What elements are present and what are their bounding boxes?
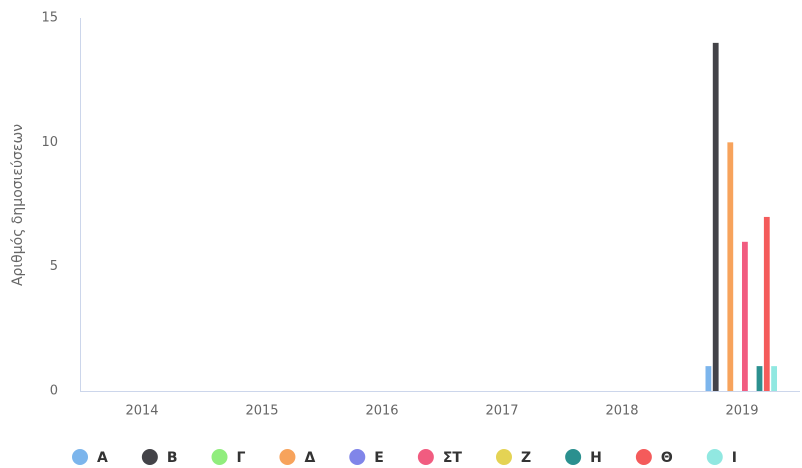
y-tick-label: 15 <box>41 11 58 26</box>
legend-marker <box>635 449 652 465</box>
legend-marker <box>417 449 434 465</box>
y-tick-label: 10 <box>41 135 58 150</box>
x-tick-label: 2014 <box>125 404 158 419</box>
legend-label: Β <box>167 450 178 466</box>
legend-marker <box>211 449 228 465</box>
bar <box>763 216 770 391</box>
legend-label: Η <box>590 450 602 466</box>
x-tick-label: 2016 <box>365 404 398 419</box>
legend-label: Γ <box>237 450 246 466</box>
y-axis-title: Αριθμός δημοσιεύσεων <box>10 124 26 286</box>
legend-label: Θ <box>661 450 673 466</box>
legend-label: Α <box>97 450 108 466</box>
legend-label: Ι <box>732 450 737 466</box>
x-tick-label: 2019 <box>725 404 758 419</box>
bar <box>705 366 712 391</box>
x-tick-label: 2018 <box>605 404 638 419</box>
legend-marker <box>495 449 512 465</box>
bar <box>727 142 734 391</box>
legend-label: Ε <box>374 450 384 466</box>
legend-marker <box>72 449 88 465</box>
legend-label: ΣΤ <box>443 450 463 466</box>
bar <box>771 366 777 391</box>
legend-marker <box>141 449 158 465</box>
legend-marker <box>565 449 582 465</box>
legend-label: Ζ <box>521 450 531 466</box>
legend-marker <box>706 449 723 465</box>
x-tick-label: 2015 <box>245 404 278 419</box>
y-tick-label: 5 <box>50 259 58 274</box>
legend-label: Δ <box>304 450 315 466</box>
x-tick-label: 2017 <box>485 404 518 419</box>
bar <box>742 241 748 391</box>
bar <box>756 366 763 391</box>
y-tick-label: 0 <box>50 384 58 399</box>
legend-marker <box>349 449 366 465</box>
legend-marker <box>279 449 296 465</box>
bar <box>712 42 719 391</box>
